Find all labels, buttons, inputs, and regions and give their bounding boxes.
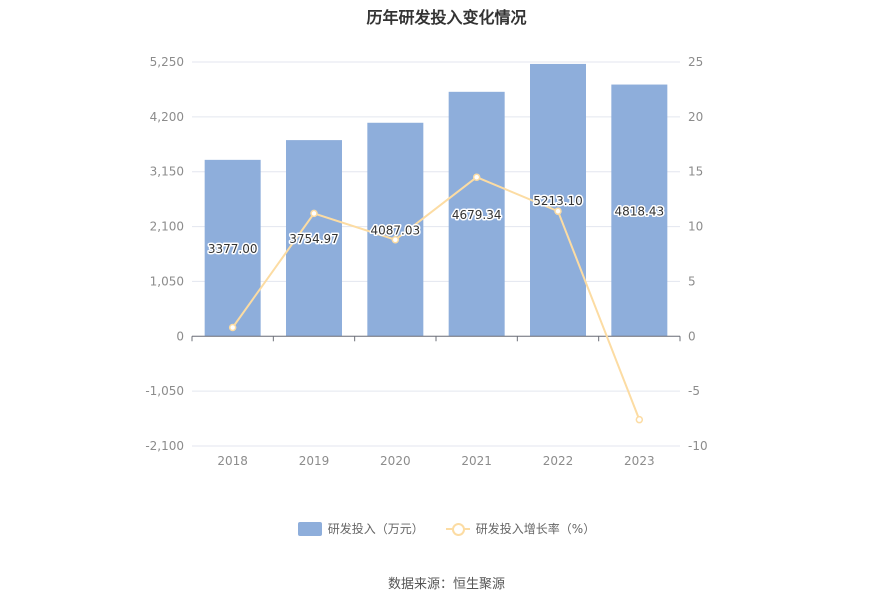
x-tick-label: 2018 [217, 454, 248, 468]
line-point [310, 209, 318, 218]
line-point [635, 415, 644, 424]
bar-value-label: 4818.43 [615, 204, 665, 218]
bar-value-label: 3377.00 [208, 242, 258, 256]
bar-value-label: 4679.34 [452, 208, 502, 222]
legend-line-swatch [445, 522, 470, 536]
y-right-tick-label: 0 [688, 329, 696, 343]
bar [204, 159, 261, 337]
legend-bar-swatch [297, 521, 322, 536]
y-right-tick-label: 5 [688, 274, 696, 288]
y-right-tick-label: 25 [688, 55, 703, 69]
bar [367, 122, 424, 337]
legend-item-bar[interactable]: 研发投入（万元） [297, 520, 424, 537]
legend-label-bar: 研发投入（万元） [327, 522, 424, 536]
bar [611, 84, 668, 337]
bar-value-label: 3754.97 [289, 232, 339, 246]
y-left-tick-label: 3,150 [150, 165, 184, 179]
y-left-tick-label: 2,100 [150, 220, 184, 234]
y-right-tick-label: -5 [688, 384, 700, 398]
legend: 研发投入（万元） 研发投入增长率（%） [0, 520, 893, 537]
x-tick-label: 2019 [299, 454, 330, 468]
y-right-tick-label: 15 [688, 165, 703, 179]
y-right-tick-label: 10 [688, 220, 703, 234]
x-tick-label: 2023 [624, 454, 655, 468]
line-point [554, 207, 562, 215]
line-point [228, 323, 237, 332]
bar [448, 91, 505, 337]
source-note: 数据来源：恒生聚源 [387, 577, 505, 592]
y-left-tick-label: -1,050 [145, 384, 184, 398]
y-left-tick-label: 4,200 [150, 110, 184, 124]
growth-line [231, 176, 641, 421]
y-left-tick-label: 0 [176, 329, 184, 343]
x-tick-label: 2022 [543, 454, 574, 468]
chart-title: 历年研发投入变化情况 [366, 8, 527, 27]
legend-label-line: 研发投入增长率（%） [475, 522, 596, 536]
bar-value-label: 5213.10 [533, 194, 583, 208]
y-right-tick-label: 20 [688, 110, 703, 124]
x-tick-label: 2020 [380, 454, 411, 468]
y-left-tick-label: 5,250 [150, 55, 184, 69]
line-point [391, 235, 400, 244]
legend-item-line[interactable]: 研发投入增长率（%） [445, 520, 596, 537]
y-left-tick-label: 1,050 [150, 274, 184, 288]
bar-value-label: 4087.03 [371, 224, 421, 238]
line-point [472, 173, 481, 181]
bar [530, 63, 586, 337]
y-right-tick-label: -10 [688, 439, 708, 453]
x-tick-label: 2021 [461, 454, 492, 468]
y-left-tick-label: -2,100 [145, 439, 184, 453]
